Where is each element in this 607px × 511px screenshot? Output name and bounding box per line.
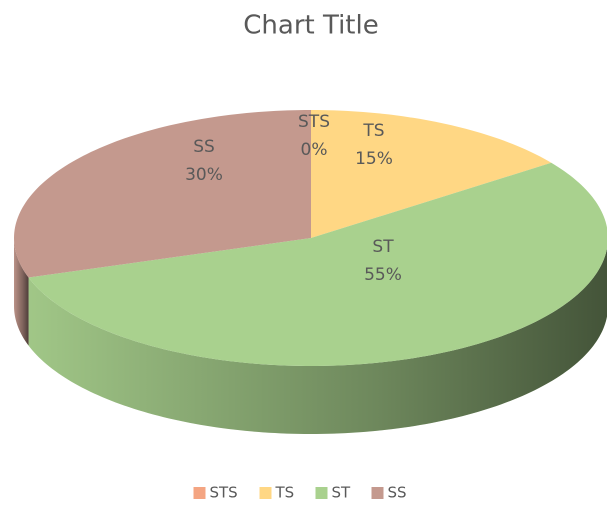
slice [14,110,312,278]
data-label-category: TS [362,121,384,141]
slice [28,162,607,366]
legend-label: STS [210,484,238,502]
legend-swatch [315,487,328,499]
chart-title: Chart Title [243,11,378,41]
slice-side-shade [14,238,29,346]
data-label-value: 0% [301,140,328,160]
data-label-category: SS [193,137,215,157]
legend-swatch [193,487,206,499]
legend-swatch [371,487,384,499]
slice-side-shade [28,248,607,434]
data-label-category: STS [298,112,330,132]
slice-side [14,238,29,346]
legend-label: SS [388,484,407,502]
data-label-value: 55% [364,265,402,285]
slice-side [28,248,607,434]
data-label-value: 30% [185,165,223,185]
data-label-value: 15% [355,149,393,169]
legend-swatch [259,487,272,499]
legend-label: TS [275,484,295,502]
legend-label: ST [332,484,352,502]
slice [311,110,552,238]
data-label-category: ST [372,237,394,257]
